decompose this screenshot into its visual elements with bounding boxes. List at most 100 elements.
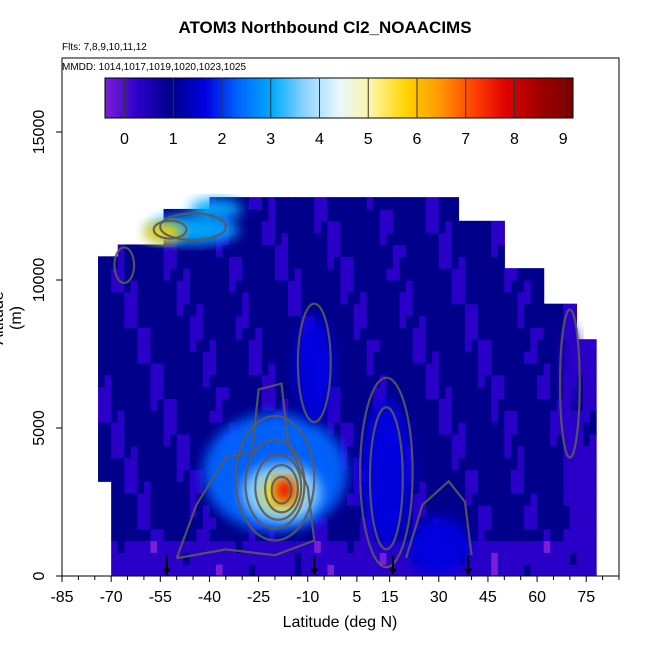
heatmap-cell [143,445,152,459]
heatmap-cell [484,564,492,576]
heatmap-cell [465,481,473,494]
heatmap-cell [563,410,571,423]
heatmap-cell [104,469,112,482]
heatmap-cell [497,528,505,542]
heatmap-cell [235,386,243,399]
heatmap-cell [248,315,256,328]
heatmap-cell [412,445,420,459]
heatmap-cell [137,280,145,293]
heatmap-cell [104,327,112,340]
flight-arrow-head [464,568,473,575]
heatmap-cell [294,398,302,411]
heatmap-cell [248,374,256,388]
heatmap-cell [569,528,578,542]
heatmap-cell [465,469,473,482]
heatmap-cell [465,232,473,246]
heatmap-cell [327,244,335,257]
heatmap-cell [189,398,197,411]
heatmap-field [98,197,597,576]
heatmap-cell [360,197,368,210]
heatmap-cell [268,386,276,399]
heatmap-cell [379,232,387,246]
heatmap-cell [117,528,125,542]
heatmap-cell [268,398,276,411]
heatmap-cell [294,327,302,340]
heatmap-cell [235,244,243,257]
heatmap-cell [353,315,361,328]
heatmap-cell [556,315,564,328]
heatmap-cell [543,469,551,482]
heatmap-cell [183,398,191,411]
heatmap-cell [294,552,302,565]
heatmap-cell [438,339,446,352]
heatmap-cell [425,244,433,257]
heatmap-cell [451,469,460,482]
heatmap-cell [117,516,125,530]
heatmap-cell [392,315,401,328]
heatmap-cell [432,268,440,281]
heatmap-cell [386,374,394,388]
heatmap-cell [347,256,355,269]
heatmap-cell [202,516,211,530]
heatmap-cell [143,516,152,530]
heatmap-cell [150,516,158,530]
heatmap-cell [523,445,532,459]
heatmap-cell [517,303,525,317]
heatmap-cell [517,386,525,399]
heatmap-cell [327,280,335,293]
heatmap-cell [202,374,211,388]
heatmap-cell [274,232,283,246]
heatmap-cell [117,540,125,553]
heatmap-cell [104,457,112,471]
heatmap-cell [281,280,289,293]
heatmap-cell [360,540,368,553]
heatmap-cell [458,280,466,293]
heatmap-cell [196,410,204,423]
heatmap-cell [373,220,381,234]
heatmap-cell [111,374,119,388]
heatmap-cell [432,493,440,506]
heatmap-cell [425,256,433,269]
heatmap-cell [537,422,545,435]
heatmap-cell [176,374,184,388]
heatmap-cell [209,244,217,257]
x-tick-label: 45 [479,589,497,606]
heatmap-cell [347,540,355,553]
heatmap-cell [294,280,302,293]
heatmap-cell [458,410,466,423]
heatmap-cell [406,291,414,305]
heatmap-cell [491,540,499,553]
heatmap-cell [419,232,427,246]
heatmap-cell [379,362,387,376]
heatmap-cell [288,339,296,352]
heatmap-cell [340,244,348,257]
heatmap-cell [320,315,328,328]
heatmap-cell [478,422,486,435]
heatmap-cell [360,410,368,423]
heatmap-cell [274,351,283,364]
heatmap-cell [478,564,486,576]
heatmap-cell [419,433,427,447]
heatmap-cell [438,410,446,423]
heatmap-cell [543,362,551,376]
heatmap-cell [255,303,263,317]
heatmap-cell [569,303,578,317]
heatmap-cell [301,268,309,281]
heatmap-cell [98,374,106,388]
heatmap-cell [320,422,328,435]
contour-line [296,302,332,424]
heatmap-cell [497,457,505,471]
heatmap-cell [196,339,204,352]
heatmap-cell [255,291,263,305]
heatmap-cell [137,433,145,447]
heatmap-cell [412,339,420,352]
contour-line [113,246,136,285]
heatmap-cell [438,362,446,376]
heatmap-cell [347,374,355,388]
heatmap-cell [419,398,427,411]
heatmap-cell [471,315,479,328]
heatmap-cell [281,208,289,222]
heatmap-cell [242,339,250,352]
heatmap-cell [274,362,283,376]
heatmap-cell [98,445,106,459]
